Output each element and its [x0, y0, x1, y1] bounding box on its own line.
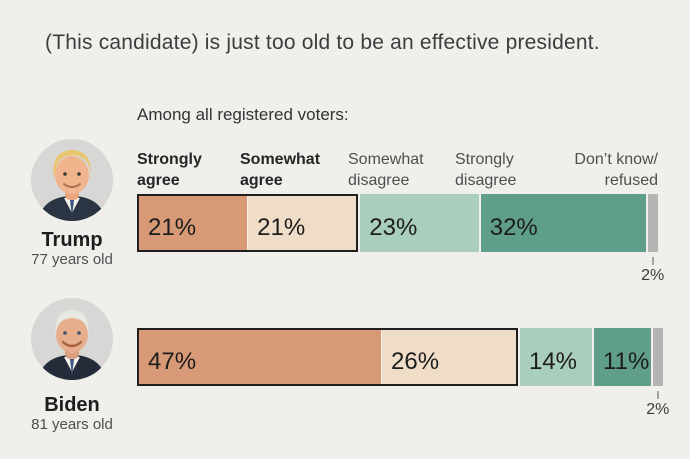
chart-subtitle: Among all registered voters:	[137, 105, 349, 124]
bar-segment-strongly-disagree: 11%	[594, 328, 651, 386]
candidate-age-biden: 81 years old	[31, 416, 113, 433]
column-header-dont-know-refused: Don’t know/ refused	[574, 151, 658, 189]
segment-value-label: 21%	[148, 214, 197, 241]
column-header-strongly-agree: Strongly agree	[137, 151, 202, 189]
segment-value-label: 14%	[528, 348, 577, 375]
candidate-age-trump: 77 years old	[31, 251, 113, 268]
bar-segment-somewhat-agree: 26%	[381, 330, 516, 384]
bar-segment-somewhat-disagree: 23%	[360, 194, 479, 252]
trump-photo	[31, 139, 113, 221]
bar-segment-strongly-disagree: 32%	[480, 194, 646, 252]
segment-value-label: 23%	[369, 214, 418, 241]
column-header-strongly-disagree: Strongly disagree	[455, 151, 517, 189]
column-header-somewhat-agree: Somewhat agree	[240, 151, 321, 189]
bar-segment-somewhat-agree: 21%	[247, 196, 357, 250]
dont-know-tick	[651, 257, 654, 265]
bar-segment-strongly-agree: 47%	[139, 330, 382, 384]
dont-know-tick	[656, 391, 659, 399]
candidate-name-biden: Biden	[44, 394, 100, 416]
segment-value-label: 11%	[603, 348, 650, 375]
segment-value-label: 32%	[489, 214, 538, 241]
biden-photo	[31, 298, 113, 380]
segment-value-label: 47%	[148, 348, 197, 375]
bar-segment-somewhat-disagree: 14%	[519, 328, 593, 386]
bar-segment-dont-know	[647, 194, 658, 252]
segment-value-label: 21%	[257, 214, 306, 241]
bar-segment-strongly-agree: 21%	[139, 196, 248, 250]
chart-title: (This candidate) is just too old to be a…	[45, 31, 600, 54]
dont-know-value-label: 2%	[641, 267, 665, 284]
agree-outline-box: 47% 26%	[137, 328, 518, 386]
agree-outline-box: 21% 21%	[137, 194, 359, 252]
biden-bar: 47% 26% 14% 11% 2%	[137, 328, 669, 418]
candidate-name-trump: Trump	[41, 229, 103, 251]
dont-know-value-label: 2%	[646, 401, 670, 418]
trump-bar: 21% 21% 23% 32% 2%	[137, 194, 664, 284]
bar-segment-dont-know	[652, 328, 663, 386]
segment-value-label: 26%	[391, 348, 440, 375]
column-header-somewhat-disagree: Somewhat disagree	[348, 151, 424, 189]
